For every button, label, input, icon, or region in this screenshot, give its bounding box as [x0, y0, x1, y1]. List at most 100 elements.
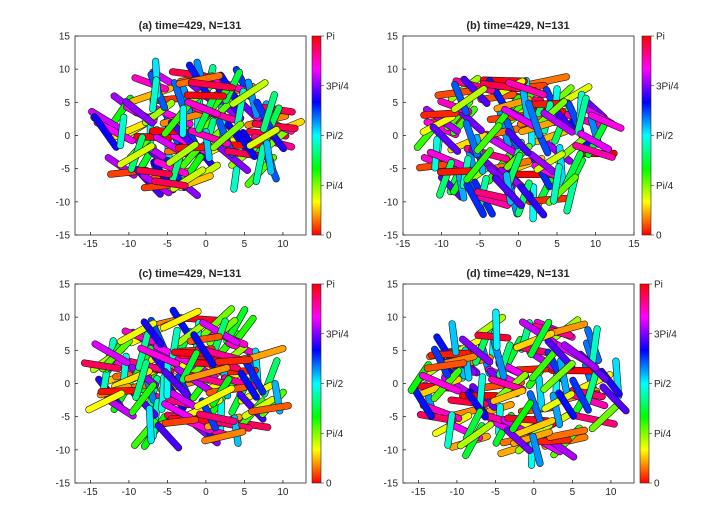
rod-cell	[244, 345, 286, 363]
panel-a-colorbar-labels: 0 Pi/4 Pi/2 3Pi/4 Pi	[321, 32, 349, 242]
x-tick-label: 10	[590, 239, 602, 250]
rod-cell	[437, 167, 478, 176]
colorbar-tick-label: 0	[656, 231, 662, 242]
rod-cell	[529, 347, 559, 381]
colorbar-tick-label: Pi	[654, 280, 663, 291]
y-tick-label: -15	[56, 231, 71, 242]
rod-cell	[260, 91, 278, 133]
panel-c-colorbar-labels: 0 Pi/4 Pi/2 3Pi/4 Pi	[321, 280, 349, 490]
x-tick-label: -5	[491, 487, 500, 498]
rod-cell	[146, 405, 155, 444]
rod-cell	[589, 325, 601, 365]
rod-cell	[107, 121, 147, 142]
rod-cell	[81, 360, 122, 372]
rod-cell	[550, 163, 562, 205]
rod-cell	[215, 143, 251, 174]
y-tick-label: 10	[59, 313, 71, 324]
y-tick-label: -10	[384, 197, 399, 208]
y-tick-label: 10	[387, 65, 399, 76]
panel-b-y-ticks: -15 -10 -5 0 5 10 15	[384, 32, 406, 242]
y-tick-label: 5	[392, 346, 398, 357]
x-tick-label: -15	[83, 487, 98, 498]
rod-cell	[184, 92, 227, 100]
panel-a: (a) time=429, N=131 -15 -10 -5 0 5 10 -15-10-…	[56, 20, 350, 250]
rod-cell	[509, 400, 534, 433]
panel-a-y-ticks: -15 -10 -5 0 5 10 15	[56, 32, 78, 242]
colorbar-tick-label: 0	[326, 231, 332, 242]
rod-cell	[528, 151, 556, 175]
rod-cell	[513, 417, 556, 438]
panel-a-colorbar	[311, 35, 322, 236]
rod-cell	[117, 114, 127, 149]
rod-cell	[589, 403, 619, 432]
rod-cell	[190, 331, 216, 368]
y-tick-label: 5	[64, 98, 70, 109]
panel-c-y-ticks: -15 -10 -5 0 5 10 15	[56, 280, 78, 490]
rod-cell	[599, 383, 630, 414]
rod-cell	[117, 143, 155, 168]
x-tick-label: 10	[277, 487, 289, 498]
x-tick-label: 0	[531, 487, 537, 498]
rod-cell	[248, 402, 292, 415]
colorbar-tick-label: 3Pi/4	[654, 329, 677, 340]
rod-cell	[535, 375, 545, 411]
rod-cell	[194, 385, 235, 410]
rod-cell	[474, 189, 510, 202]
rod-cell	[201, 428, 246, 444]
y-tick-label: 10	[387, 313, 399, 324]
rod-cell	[210, 121, 244, 151]
rod-cell	[464, 181, 487, 218]
x-tick-label: 10	[277, 239, 289, 250]
y-tick-label: 15	[387, 280, 399, 291]
rod-cell	[132, 360, 150, 401]
colorbar-tick-label: Pi/2	[654, 379, 672, 390]
rod-cell	[541, 110, 576, 136]
rod-cell	[230, 79, 268, 107]
rod-cell	[449, 320, 459, 356]
rod-cell	[141, 319, 164, 348]
x-tick-label: 5	[554, 239, 560, 250]
rod-cell	[179, 105, 187, 138]
rod-cell	[211, 418, 252, 432]
colorbar-tick-label: Pi/4	[656, 181, 674, 192]
rod-cell	[185, 99, 221, 117]
y-tick-label: 15	[59, 32, 71, 43]
rod-cell	[577, 130, 612, 153]
panel-d-colorbar-labels: 0 Pi/4 Pi/2 3Pi/4 Pi	[649, 280, 677, 490]
rod-cell	[542, 391, 575, 412]
x-tick-label: 5	[242, 487, 248, 498]
rod-cell	[588, 112, 624, 132]
x-tick-label: -15	[411, 487, 426, 498]
rod-cell	[153, 158, 189, 177]
panel-a-x-ticks: -15 -10 -5 0 5 10	[83, 232, 289, 250]
rod-cell	[137, 345, 180, 367]
colorbar-tick-label: 3Pi/4	[326, 329, 349, 340]
rod-cell	[160, 308, 201, 331]
rod-cell	[420, 110, 459, 119]
rod-cell	[246, 126, 280, 149]
panel-c-rods	[80, 305, 292, 452]
y-tick-label: -15	[384, 479, 399, 490]
rod-cell	[490, 387, 526, 405]
rod-cell	[561, 341, 599, 371]
rod-cell	[122, 98, 156, 126]
rod-cell	[555, 390, 577, 420]
x-tick-label: 0	[203, 487, 209, 498]
rod-cell	[459, 336, 493, 365]
panel-d-x-ticks: -15 -10 -5 0 5 10	[411, 480, 617, 498]
rod-cell	[238, 370, 260, 401]
rod-cell	[574, 95, 589, 135]
rod-cell	[92, 340, 131, 366]
rod-cell	[430, 124, 461, 155]
panel-b-colorbar	[641, 35, 652, 236]
y-tick-label: 10	[59, 65, 71, 76]
colorbar-tick-label: Pi/4	[326, 181, 344, 192]
rod-cell	[151, 178, 189, 189]
rod-cell	[527, 390, 545, 429]
y-tick-label: -10	[56, 197, 71, 208]
panel-d-y-ticks: -15 -10 -5 0 5 10 15	[384, 280, 406, 490]
rod-cell	[184, 364, 230, 382]
panel-d: (d) time=429, N=131 -15 -10 -5 0 5 10 -15-10-…	[384, 268, 678, 498]
rod-cell	[557, 358, 571, 398]
